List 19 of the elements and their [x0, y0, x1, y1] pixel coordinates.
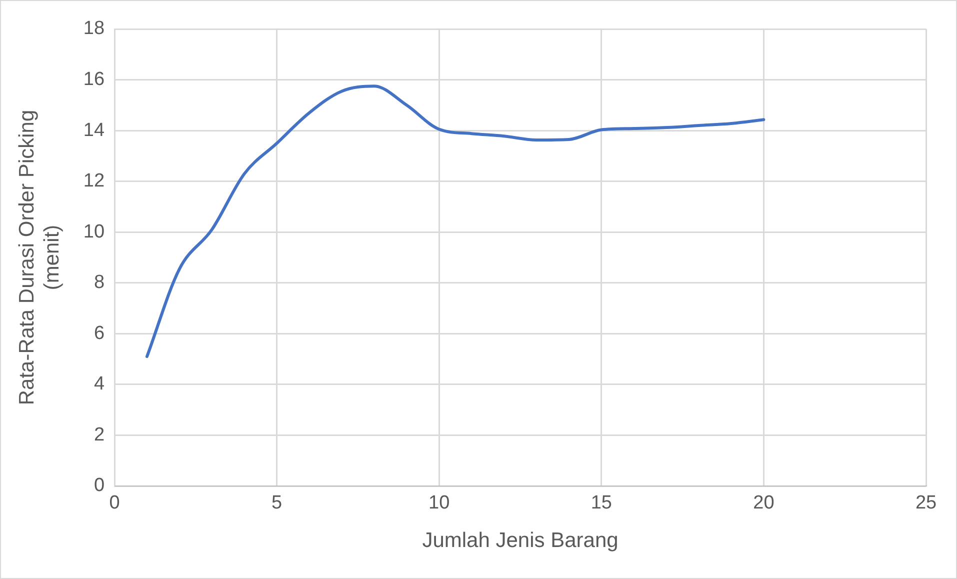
y-tick-label: 16 [83, 69, 105, 90]
x-tick-label: 15 [590, 492, 612, 514]
x-tick-label: 0 [109, 492, 120, 514]
y-tick-label: 14 [83, 120, 105, 141]
x-tick-label: 25 [915, 492, 937, 514]
y-tick-label: 0 [94, 475, 105, 496]
y-tick-label: 8 [94, 272, 105, 294]
y-tick-label: 18 [83, 18, 105, 40]
x-tick-label: 5 [272, 492, 282, 514]
y-tick-label: 2 [94, 424, 105, 446]
y-tick-label: 10 [83, 221, 105, 242]
line-series [145, 84, 766, 358]
y-axis-title: Rata-Rata Durasi Order Picking (menit) [15, 110, 64, 406]
x-tick-label: 20 [753, 492, 774, 514]
y-tick-label: 6 [94, 322, 105, 344]
y-tick-label: 12 [83, 170, 105, 192]
y-tick-label: 4 [94, 374, 105, 395]
x-axis-title: Jumlah Jenis Barang [422, 529, 618, 552]
x-tick-label: 10 [428, 492, 450, 514]
